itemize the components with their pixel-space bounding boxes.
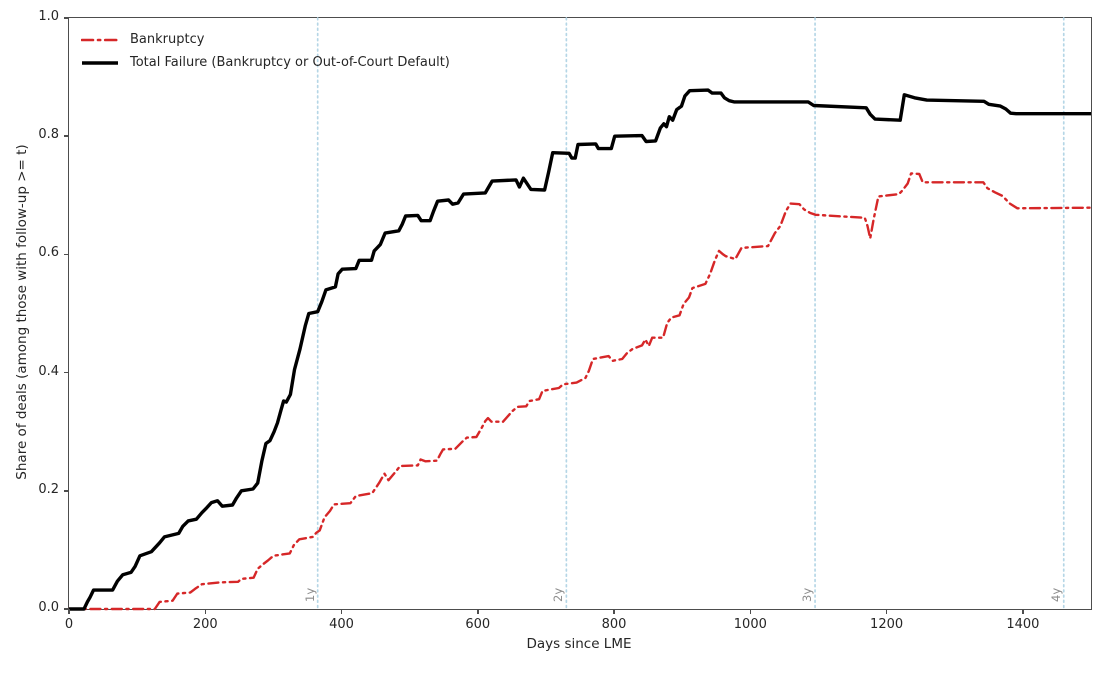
y-tick-mark	[64, 135, 69, 137]
y-tick-mark	[64, 490, 69, 492]
x-tick-label: 600	[465, 617, 491, 632]
y-tick-label: 0.4	[38, 363, 59, 379]
x-tick-label: 200	[192, 617, 218, 632]
y-tick-label: 0.2	[38, 481, 59, 497]
y-tick-mark	[64, 17, 69, 19]
x-tick-mark	[204, 609, 207, 614]
x-tick-mark	[340, 609, 343, 614]
y-tick-label: 0.0	[38, 600, 59, 615]
total-failure-line-sample-icon	[82, 60, 118, 65]
x-tick-mark	[885, 609, 888, 614]
x-tick-label: 800	[601, 617, 627, 632]
bankruptcy-line	[67, 172, 1093, 611]
x-tick-mark	[477, 609, 479, 614]
y-tick-label: 0.8	[38, 127, 59, 143]
legend: Bankruptcy Total Failure (Bankruptcy or …	[81, 28, 450, 74]
plot-area: 0 200 400 600 800 1000 1200 1400 0.0 0.2 0.4 0.6 0.8…	[38, 9, 1093, 632]
x-tick-mark	[613, 609, 615, 614]
y-tick-mark	[64, 371, 69, 374]
total-failure-line	[69, 88, 1091, 611]
x-tick-mark	[749, 609, 752, 614]
year-marker-label-4y: 4y	[1048, 587, 1063, 602]
x-tick-mark	[1022, 609, 1024, 614]
year-marker-label-2y: 2y	[551, 587, 566, 602]
legend-label-bankruptcy: Bankruptcy	[130, 32, 205, 47]
x-tick-label: 400	[329, 617, 354, 632]
x-tick-label: 1400	[1006, 617, 1040, 632]
legend-item-bankruptcy: Bankruptcy	[81, 28, 450, 51]
year-marker-label-1y: 1y	[302, 587, 317, 602]
x-axis-label: Days since LME	[526, 636, 632, 652]
y-tick-mark	[64, 608, 69, 610]
x-tick-label: 1000	[733, 617, 767, 632]
y-tick-label: 0.6	[38, 245, 59, 261]
plot-canvas	[67, 17, 1093, 611]
legend-label-total-failure: Total Failure (Bankruptcy or Out-of-Cour…	[130, 55, 450, 70]
bankruptcy-line-sample-icon	[81, 38, 119, 41]
x-tick-label: 1200	[870, 617, 904, 632]
year-marker-label-3y: 3y	[800, 587, 815, 602]
y-tick-mark	[64, 253, 69, 256]
legend-item-total-failure: Total Failure (Bankruptcy or Out-of-Cour…	[81, 51, 450, 74]
y-tick-label: 1.0	[38, 9, 59, 24]
x-tick-mark	[68, 609, 70, 614]
x-tick-label: 0	[64, 617, 74, 632]
